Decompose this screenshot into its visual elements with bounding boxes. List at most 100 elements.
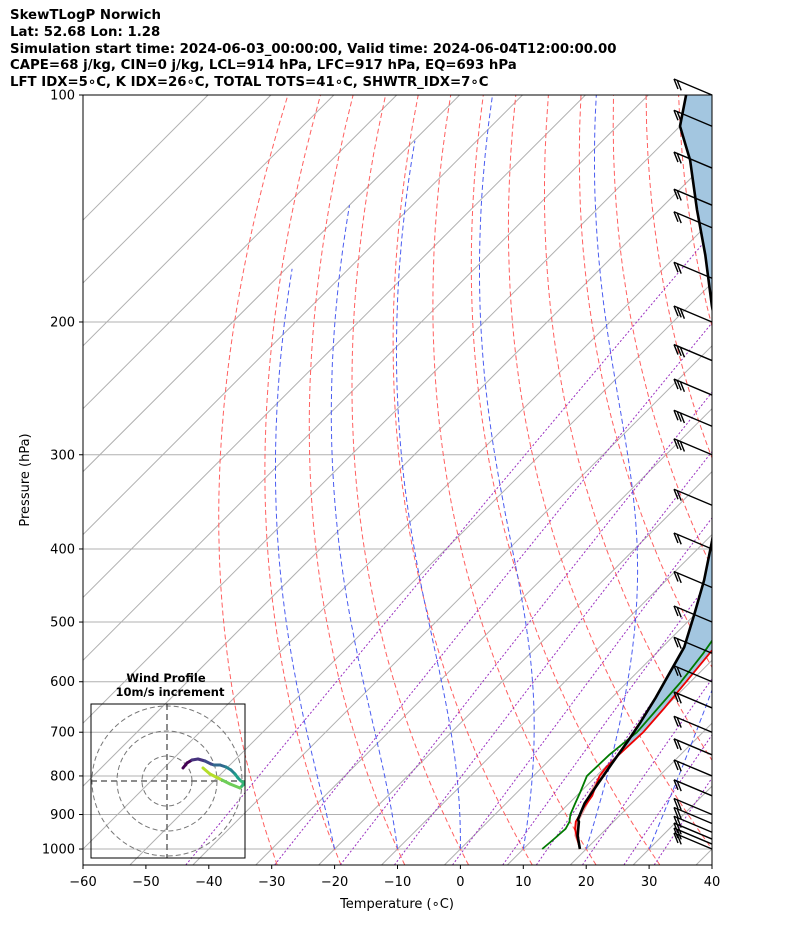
y-tick-label: 500 (50, 616, 75, 631)
isotherm-line (129, 282, 712, 865)
y-tick-label: 700 (50, 726, 75, 741)
isotherm-line (381, 533, 712, 865)
wind-barb (673, 151, 713, 169)
temperature-line (574, 648, 712, 850)
wind-barb (673, 738, 713, 756)
x-tick-label: −30 (258, 875, 285, 890)
mixing-ratio-line (185, 232, 712, 865)
isotherm-line (506, 659, 712, 865)
hodograph-segment (208, 772, 222, 781)
y-tick-label: 1000 (42, 843, 75, 858)
dry-adiabat (264, 95, 342, 865)
y-tick-label: 300 (50, 448, 75, 463)
parcel-line (576, 95, 712, 850)
moist-adiabat (648, 688, 712, 850)
wind-barb (673, 188, 713, 206)
x-tick-label: 10 (515, 875, 532, 890)
wind-barb (673, 715, 713, 733)
moist-adiabat (330, 205, 398, 850)
mixing-ratio-line (581, 677, 712, 865)
location-label: Lat: 52.68 Lon: 1.28 (10, 24, 161, 40)
wind-barb (673, 343, 713, 362)
x-tick-label: 20 (578, 875, 595, 890)
x-tick-label: −60 (69, 875, 96, 890)
isotherm-line (83, 95, 649, 662)
wind-barb (673, 815, 713, 833)
chart-title: SkewTLogP Norwich (10, 8, 161, 23)
hodograph-frame (90, 703, 246, 859)
wind-barb (673, 532, 713, 550)
dry-adiabat (218, 95, 289, 865)
cape-area (575, 95, 712, 849)
y-tick-label: 800 (50, 769, 75, 784)
wind-barb (673, 261, 713, 279)
plot-area (83, 95, 794, 865)
dry-adiabat (470, 95, 661, 865)
dry-adiabat (578, 95, 712, 669)
moist-adiabat (275, 268, 336, 850)
mixing-ratio-line (623, 734, 712, 865)
y-tick-label: 600 (50, 675, 75, 690)
wind-barb (673, 605, 713, 623)
x-axis-label: Temperature (∘C) (339, 897, 454, 912)
wind-barb (673, 806, 713, 825)
wind-barb (673, 691, 713, 709)
indices-label-2: LFT IDX=5∘C, K IDX=26∘C, TOTAL TOTS=41∘C… (10, 75, 489, 91)
wind-barb (673, 570, 713, 589)
moist-adiabat (396, 140, 461, 849)
isotherm-line (255, 408, 712, 865)
mixing-ratio-line (653, 777, 712, 865)
isotherm-line (83, 95, 523, 536)
wind-barb (673, 438, 713, 456)
wind-barb (673, 305, 713, 323)
wind-barb (673, 109, 713, 127)
moist-adiabat (585, 95, 639, 850)
mixing-ratio-line (535, 618, 712, 865)
dewpoint-line (541, 639, 712, 850)
wind-barb (673, 636, 713, 654)
wind-barbs (673, 78, 713, 850)
moist-adiabat (711, 847, 712, 849)
wind-barb (673, 779, 713, 797)
isotherm-line (83, 95, 335, 347)
isotherm-line (83, 95, 272, 284)
indices-label-1: CAPE=68 j/kg, CIN=0 j/kg, LCL=914 hPa, L… (10, 58, 517, 74)
dry-adiabat (710, 95, 712, 112)
wind-barb (673, 409, 713, 427)
dry-adiabat (776, 95, 794, 865)
isotherm-line (83, 95, 460, 473)
dry-adiabat (392, 95, 533, 865)
dry-adiabat (744, 95, 794, 865)
time-label: Simulation start time: 2024-06-03_00:00:… (10, 41, 617, 57)
x-tick-label: 30 (641, 875, 658, 890)
dry-adiabat (544, 95, 712, 762)
wind-barb (673, 78, 713, 96)
grid-lines (83, 95, 794, 865)
hodograph-segment (201, 766, 212, 776)
y-tick-label: 400 (50, 542, 75, 557)
isotherm-line (83, 95, 712, 724)
mixing-ratio-line (502, 576, 712, 865)
dry-adiabat (308, 95, 406, 865)
hodograph-subtitle: 10m/s increment (116, 685, 225, 699)
x-tick-label: −10 (384, 875, 411, 890)
wind-barb (673, 378, 713, 396)
y-tick-label: 900 (50, 808, 75, 823)
isotherm-line (192, 345, 712, 865)
y-axis-label: Pressure (hPa) (18, 433, 33, 526)
dry-adiabat (645, 95, 712, 460)
dry-adiabat (432, 95, 597, 865)
mixing-ratio-line (452, 517, 712, 865)
y-tick-label: 200 (50, 315, 75, 330)
dry-adiabat (351, 95, 470, 865)
isotherm-line (83, 95, 586, 599)
mixing-ratio-line (274, 322, 712, 865)
isotherm-line (83, 95, 398, 410)
axis-ticks: −60 −50 −40 −30 −20 −10 0 10 20 30 40 100 200 300 400 5… (42, 89, 720, 891)
isotherm-line (83, 156, 712, 787)
x-tick-label: −50 (132, 875, 159, 890)
hodograph-title: Wind Profile (126, 671, 206, 685)
wind-barb (673, 211, 713, 229)
mixing-ratio-line (393, 450, 712, 865)
